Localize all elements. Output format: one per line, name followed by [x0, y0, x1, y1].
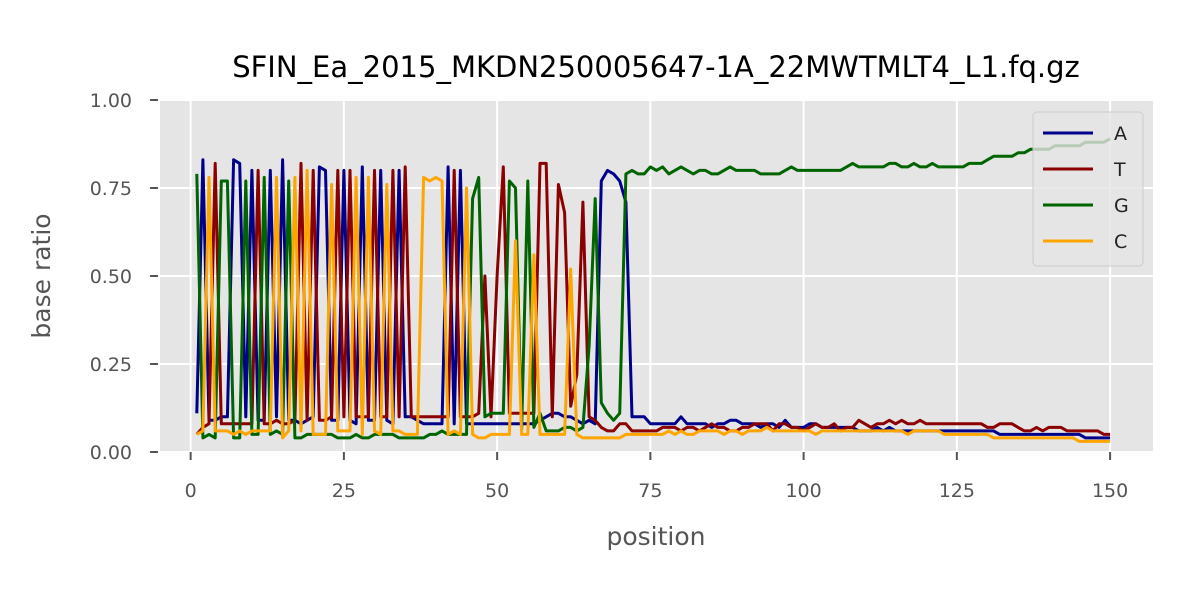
legend-label-t: T [1113, 159, 1126, 181]
series-line-c [196, 168, 1111, 443]
legend-label-a: A [1114, 123, 1127, 145]
legend-box [1032, 111, 1144, 267]
y-tick-label: 0.00 [90, 442, 132, 464]
y-tick-label: 0.75 [90, 178, 132, 200]
series-line-t [195, 161, 1111, 436]
y-tick-label: 1.00 [90, 90, 132, 112]
legend-label-g: G [1114, 195, 1129, 217]
x-tick-label: 0 [185, 480, 197, 502]
y-tick-label: 0.25 [90, 354, 132, 376]
y-axis-label: base ratio [27, 213, 56, 338]
series-line-a [195, 158, 1111, 440]
x-tick-label: 75 [638, 480, 662, 502]
x-tick-label: 25 [332, 480, 356, 502]
x-axis-label: position [606, 522, 705, 551]
axes: 0 25 50 75 100 125 150 0.00 0.25 0.50 0.75 1.00 [90, 90, 1129, 502]
x-tick-label: 50 [485, 480, 509, 502]
y-tick-label: 0.50 [90, 266, 132, 288]
legend-label-c: C [1114, 231, 1127, 253]
chart-title: SFIN_Ea_2015_MKDN250005647-1A_22MWTMLT4_… [232, 50, 1080, 84]
x-tick-label: 150 [1092, 480, 1128, 502]
series-line-g [195, 137, 1111, 440]
x-tick-label: 125 [939, 480, 975, 502]
series-lines [195, 137, 1111, 443]
x-tick-label: 100 [785, 480, 821, 502]
